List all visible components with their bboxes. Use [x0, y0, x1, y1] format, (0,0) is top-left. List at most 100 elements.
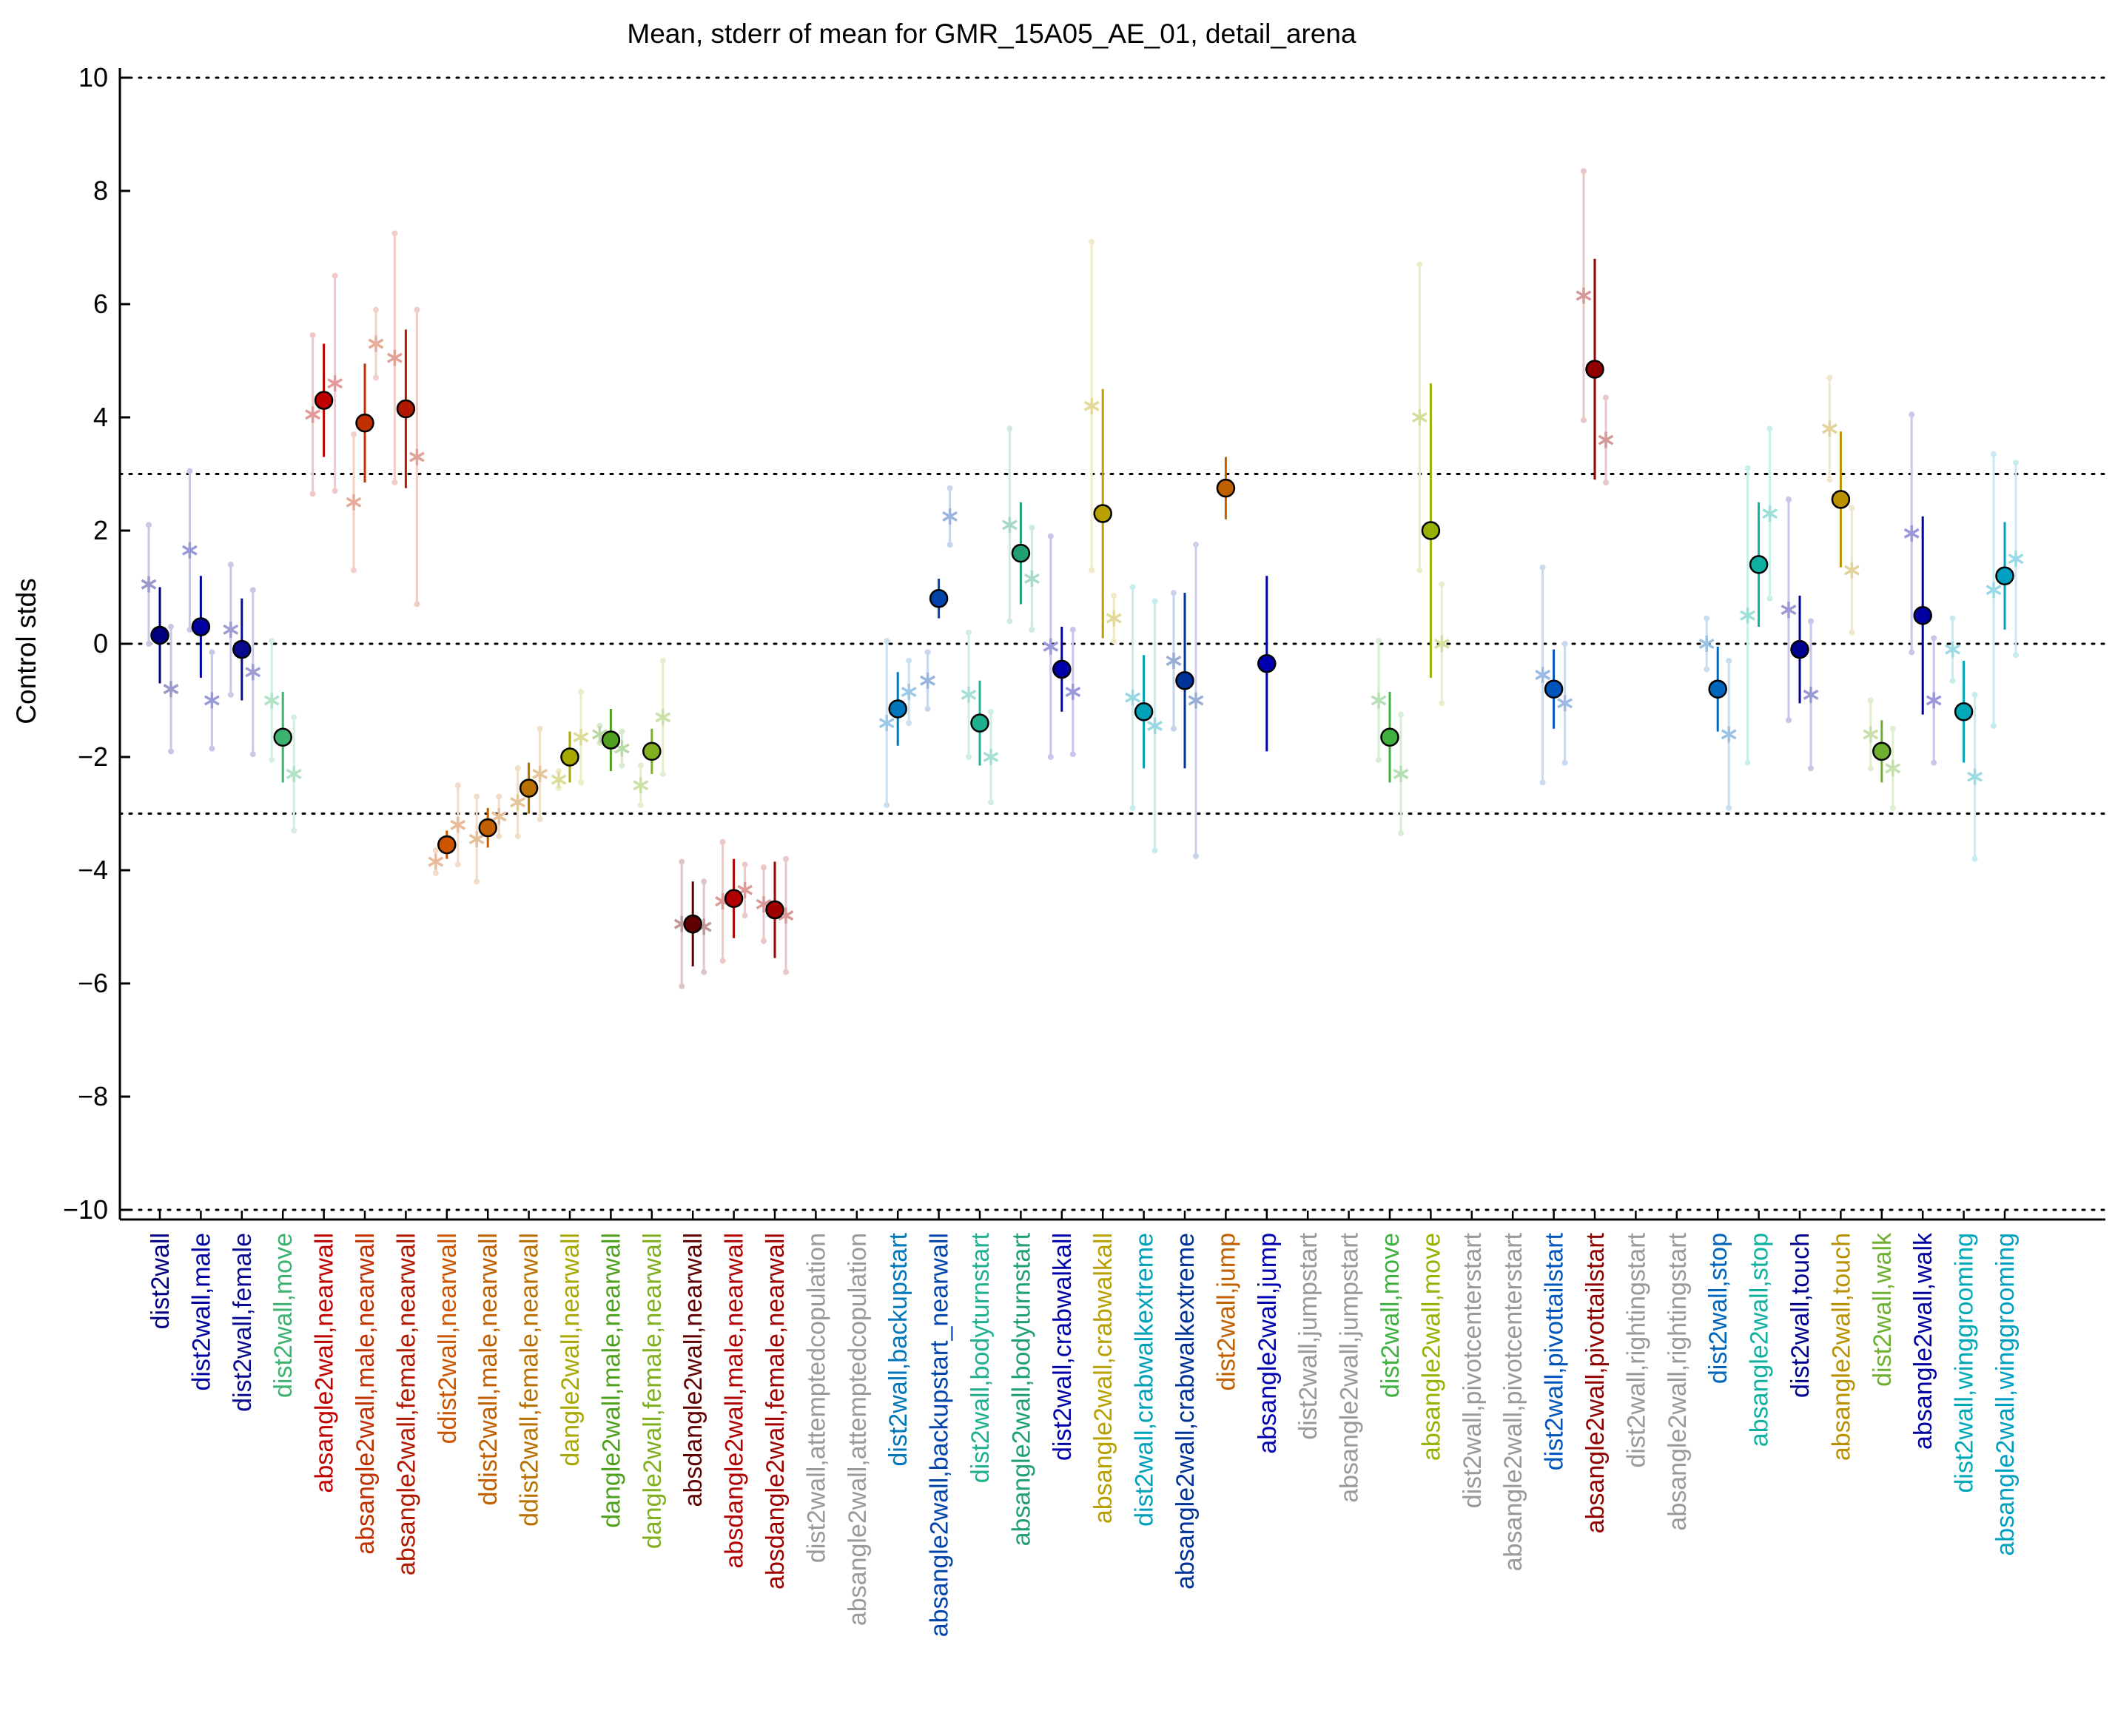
category-label: absangle2wall,jumpstart	[1336, 1232, 1364, 1502]
subgroup-errorbar-cap	[514, 833, 521, 840]
mean-point	[437, 835, 457, 855]
subgroup-errorbar-cap	[1949, 615, 1956, 622]
subgroup-asterisk-marker	[286, 765, 302, 782]
subgroup-errorbar-cap	[332, 272, 338, 279]
subgroup-errorbar-cap	[1786, 496, 1792, 502]
subgroup-errorbar-cap	[514, 765, 521, 772]
asterisk-stroke	[1023, 573, 1040, 585]
subgroup-errorbar-cap	[1561, 759, 1568, 766]
subgroup-errorbar-cap	[924, 705, 931, 712]
category-label: absangle2wall,jump	[1254, 1233, 1282, 1454]
subgroup-errorbar-cap	[309, 332, 316, 339]
subgroup-errorbar-cap	[474, 793, 480, 800]
subgroup-errorbar-cap	[1193, 852, 1199, 859]
subgroup-errorbar-cap	[1439, 700, 1445, 707]
subgroup-errorbar-cap	[1439, 581, 1445, 588]
subgroup-asterisk-marker	[1188, 692, 1204, 709]
subgroup-errorbar-cap	[1376, 756, 1382, 763]
subgroup-asterisk-marker	[468, 830, 485, 847]
subgroup-asterisk-marker	[263, 692, 280, 709]
asterisk-stroke	[428, 856, 444, 867]
subgroup-asterisk-marker	[1535, 667, 1551, 684]
subgroup-asterisk-marker	[1106, 610, 1122, 627]
asterisk-stroke	[1740, 610, 1756, 621]
subgroup-errorbar-cap	[309, 491, 316, 497]
subgroup-errorbar-cap	[1129, 584, 1136, 591]
subgroup-errorbar-cap	[1744, 759, 1751, 766]
subgroup-errorbar-cap	[556, 768, 562, 775]
subgroup-asterisk-marker	[878, 715, 895, 732]
subgroup-errorbar-cap	[1971, 691, 1978, 698]
category-label: dist2wall,move	[1376, 1233, 1405, 1398]
subgroup-errorbar-cap	[637, 762, 644, 769]
subgroup-errorbar-cap	[578, 689, 584, 696]
subgroup-errorbar-cap	[1376, 638, 1382, 645]
subgroup-errorbar-cap	[1129, 804, 1136, 811]
subgroup-asterisk-marker	[1393, 765, 1409, 782]
mean-point	[519, 778, 539, 798]
category-labels: dist2wall dist2wall,male dist2wall,female d…	[147, 1232, 2020, 1637]
subgroup-errorbar-cap	[1931, 635, 1937, 642]
subgroup-errorbar-cap	[249, 751, 256, 758]
subgroup-errorbar-cap	[946, 542, 953, 548]
subgroup-asterisk-marker	[655, 709, 671, 726]
asterisk-stroke	[1535, 670, 1551, 681]
subgroup-errorbar-cap	[1029, 525, 1035, 531]
subgroup-asterisk-marker	[450, 816, 466, 833]
y-tick-label: 8	[93, 175, 108, 206]
category-label: dist2wall,backupstart	[884, 1232, 912, 1466]
category-label: dist2wall,touch	[1786, 1233, 1815, 1398]
category-label: dist2wall,stop	[1704, 1233, 1732, 1384]
subgroup-errorbar-cap	[556, 785, 562, 792]
subgroup-errorbar-cap	[596, 739, 603, 746]
asterisk-stroke	[1188, 695, 1204, 706]
mean-point	[1380, 727, 1399, 747]
subgroup-asterisk-marker	[1721, 726, 1737, 743]
y-tick-label: −10	[63, 1194, 108, 1225]
asterisk-stroke	[263, 695, 280, 706]
category-label: absangle2wall,crabwalkall	[1089, 1233, 1117, 1524]
subgroup-asterisk-marker	[1083, 397, 1100, 414]
subgroup-errorbar-cap	[1398, 830, 1404, 837]
asterisk-stroke	[2008, 554, 2024, 565]
subgroup-asterisk-marker	[245, 664, 261, 681]
asterisk-stroke	[532, 768, 548, 779]
asterisk-stroke	[181, 545, 198, 556]
subgroup-errorbar-cap	[1151, 847, 1158, 854]
subgroup-errorbar-cap	[783, 855, 789, 862]
mean-point	[478, 818, 497, 838]
category-label: absdangle2wall,nearwall	[679, 1233, 707, 1507]
subgroup-errorbar-cap	[291, 827, 297, 834]
category-label: absangle2wall,touch	[1827, 1233, 1855, 1461]
subgroup-errorbar-cap	[906, 657, 912, 664]
y-tick-label: 2	[93, 515, 108, 545]
asterisk-stroke	[737, 884, 753, 895]
subgroup-errorbar-cap	[761, 864, 767, 871]
subgroup-errorbar-cap	[414, 601, 420, 608]
subgroup-errorbar-cap	[391, 479, 398, 485]
subgroup-errorbar-cap	[1006, 618, 1013, 625]
category-label: dangle2wall,female,nearwall	[639, 1233, 667, 1549]
category-label: dist2wall,pivotcenterstart	[1459, 1232, 1487, 1508]
mean-point	[273, 727, 292, 747]
subgroup-errorbar-cap	[414, 306, 420, 313]
category-label: absangle2wall,pivottailstart	[1581, 1232, 1610, 1533]
subgroup-errorbar-cap	[351, 431, 357, 437]
y-tick-label: −8	[78, 1081, 108, 1111]
subgroup-errorbar-cap	[454, 782, 461, 789]
subgroup-asterisk-marker	[920, 672, 936, 689]
asterisk-stroke	[942, 511, 958, 522]
category-label: absangle2wall,backupstart_nearwall	[926, 1233, 954, 1637]
subgroup-errorbar-cap	[168, 748, 174, 755]
y-ticks: 10 8 6 4 2 0 −2 −4 −6 −8 −10	[63, 62, 130, 1225]
asterisk-stroke	[1863, 729, 1879, 740]
mean-point	[1872, 741, 1892, 761]
subgroup-errorbar-cap	[679, 858, 685, 865]
mean-point	[355, 413, 374, 433]
y-tick-label: −2	[78, 741, 108, 772]
subgroup-errorbar-cap	[1808, 618, 1814, 625]
category-label: absangle2wall,walk	[1909, 1232, 1937, 1450]
mean-point	[1093, 504, 1112, 523]
subgroup-asterisk-marker	[1065, 684, 1081, 701]
category-label: dist2wall,jumpstart	[1294, 1232, 1322, 1439]
